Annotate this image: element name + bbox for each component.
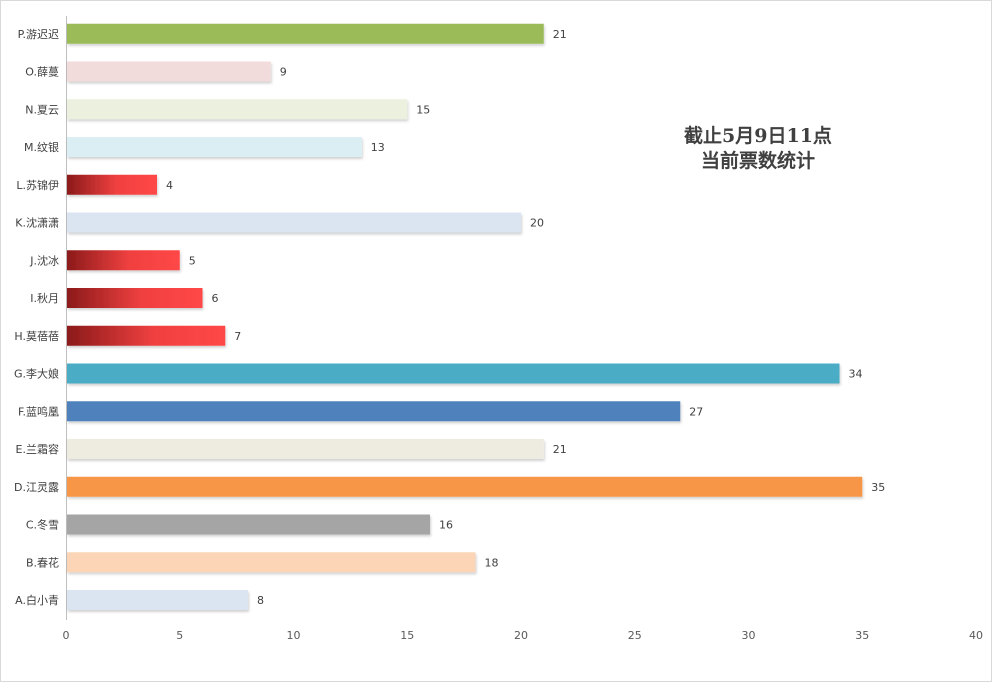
axes: 0 5 10 15 20 25 30 35 40 (63, 16, 983, 642)
bar (67, 99, 408, 120)
bar (67, 552, 476, 573)
data-label: 16 (439, 519, 453, 532)
category-label: K.沈潇潇 (15, 216, 59, 230)
data-label: 20 (530, 217, 544, 230)
bar (67, 212, 521, 233)
x-tick-label: 20 (514, 629, 528, 642)
chart-title: 截止5月9日11点 当前票数统计 (684, 124, 832, 172)
category-label: P.游迟迟 (18, 28, 59, 41)
category-label: M.纹银 (24, 140, 59, 154)
category-label: N.夏云 (25, 103, 59, 116)
x-tick-label: 25 (628, 629, 642, 642)
data-label: 34 (849, 368, 863, 381)
x-tick-label: 15 (400, 629, 414, 642)
data-label: 9 (280, 66, 287, 79)
bar (67, 137, 362, 157)
title-line-1: 截止5月9日11点 (684, 124, 832, 147)
x-tick-label: 10 (287, 629, 301, 642)
category-label: G.李大娘 (14, 367, 59, 381)
category-label: L.苏锦伊 (16, 178, 59, 192)
x-tick-label: 30 (742, 629, 756, 642)
bar (67, 439, 544, 459)
category-label: B.春花 (26, 556, 59, 569)
bar (67, 476, 863, 497)
bar (67, 61, 271, 82)
data-label: 27 (689, 405, 703, 418)
data-label: 15 (416, 103, 430, 116)
bar (67, 514, 430, 535)
category-label: I.秋月 (30, 291, 59, 305)
data-label: 7 (234, 330, 241, 343)
bar (67, 363, 840, 384)
category-label: C.冬雪 (26, 518, 59, 532)
category-label: A.白小青 (15, 593, 59, 607)
x-tick-label: 35 (855, 629, 869, 642)
x-tick-label: 5 (176, 629, 183, 642)
x-tick-label: 40 (969, 629, 983, 642)
title-line-2: 当前票数统计 (701, 149, 815, 172)
category-label: F.蓝鸣凰 (18, 404, 59, 418)
bar (67, 174, 157, 195)
data-label: 8 (257, 594, 264, 607)
bar (67, 401, 681, 422)
data-label: 6 (212, 292, 219, 305)
category-label: J.沈冰 (29, 253, 59, 267)
data-label: 35 (871, 481, 885, 494)
category-label: D.江灵露 (14, 481, 59, 494)
bar (67, 590, 248, 610)
category-label: H.莫蓓蓓 (14, 330, 59, 343)
data-label: 13 (371, 141, 385, 154)
category-label: E.兰霜容 (16, 442, 59, 456)
category-label: O.薛蔓 (25, 65, 59, 79)
bar (67, 250, 180, 271)
bar (67, 288, 203, 308)
data-label: 21 (553, 28, 567, 41)
bars-group: A.白小青 8 B.春花 18 C.冬雪 16 D.江灵露 35 E.兰霜容 21 F.蓝鸣凰 27 G… (14, 23, 885, 610)
bar (67, 23, 544, 44)
x-tick-label: 0 (63, 629, 70, 642)
data-label: 4 (166, 179, 173, 192)
data-label: 18 (485, 556, 499, 569)
data-label: 5 (189, 254, 196, 267)
data-label: 21 (553, 443, 567, 456)
bar (67, 325, 226, 346)
